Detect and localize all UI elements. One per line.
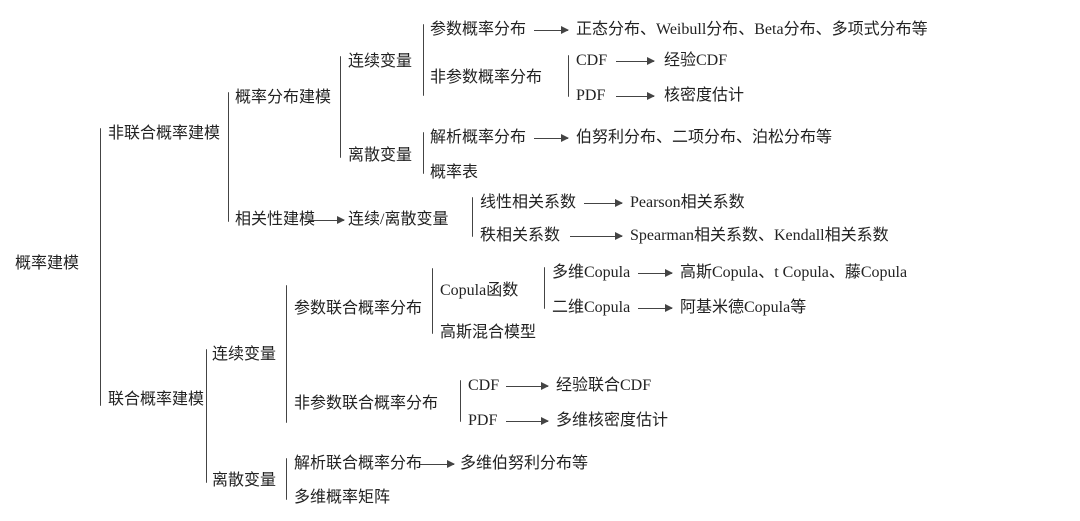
arrow [584,203,622,204]
leaf-cdf: 经验CDF [664,53,727,69]
node-dvar2: 离散变量 [212,473,276,489]
node-root: 概率建模 [15,256,79,272]
brace [423,24,424,96]
node-nppd: 非参数概率分布 [430,70,542,86]
node-npjpd: 非参数联合概率分布 [294,396,438,412]
node-pdf2: PDF [468,413,497,429]
arrow [310,220,344,221]
leaf-ajpd: 多维伯努利分布等 [460,456,588,472]
brace [228,92,229,222]
arrow [616,61,654,62]
leaf-pdf: 核密度估计 [664,88,744,104]
brace [100,128,101,406]
node-njm: 非联合概率建模 [108,126,220,142]
brace [340,56,341,158]
tree-canvas: 概率建模 非联合概率建模 联合概率建模 概率分布建模 相关性建模 连续变量 离散… [0,0,1080,521]
leaf-ppd: 正态分布、Weibull分布、Beta分布、多项式分布等 [576,22,928,38]
leaf-pdf2: 多维核密度估计 [556,413,668,429]
node-mcop: 多维Copula [552,265,630,281]
node-cop: Copula函数 [440,283,518,299]
node-cvar2: 连续变量 [212,347,276,363]
brace [432,268,433,334]
leaf-lin: Pearson相关系数 [630,195,745,211]
node-cdf2: CDF [468,378,499,394]
brace [460,380,461,422]
arrow [420,464,454,465]
arrow [506,421,548,422]
leaf-apd: 伯努利分布、二项分布、泊松分布等 [576,130,832,146]
leaf-rank: Spearman相关系数、Kendall相关系数 [630,228,889,244]
node-jlm: 联合概率建模 [108,392,204,408]
brace [206,349,207,483]
node-lin: 线性相关系数 [480,195,576,211]
node-pdf: PDF [576,88,605,104]
node-cvar: 连续变量 [348,54,412,70]
arrow [570,236,622,237]
leaf-mcop: 高斯Copula、t Copula、藤Copula [680,265,907,281]
node-pdfm: 概率分布建模 [235,90,331,106]
node-dvar: 离散变量 [348,148,412,164]
node-ajpd: 解析联合概率分布 [294,456,422,472]
leaf-tcop: 阿基米德Copula等 [680,300,806,316]
brace [568,55,569,97]
arrow [534,138,568,139]
brace [544,267,545,309]
node-ppd: 参数概率分布 [430,22,526,38]
arrow [534,30,568,31]
node-apd: 解析概率分布 [430,130,526,146]
node-cdvar: 连续/离散变量 [348,212,448,228]
node-tcop: 二维Copula [552,300,630,316]
brace [472,197,473,237]
node-cdf: CDF [576,53,607,69]
node-rank: 秩相关系数 [480,228,560,244]
leaf-cdf2: 经验联合CDF [556,378,651,394]
brace [286,285,287,423]
arrow [616,96,654,97]
node-gmm: 高斯混合模型 [440,325,536,341]
brace [423,132,424,174]
node-mpm: 多维概率矩阵 [294,490,390,506]
arrow [638,308,672,309]
brace [286,458,287,500]
arrow [506,386,548,387]
node-pjpd: 参数联合概率分布 [294,301,422,317]
arrow [638,273,672,274]
node-corr: 相关性建模 [235,212,315,228]
node-ptab: 概率表 [430,165,478,181]
